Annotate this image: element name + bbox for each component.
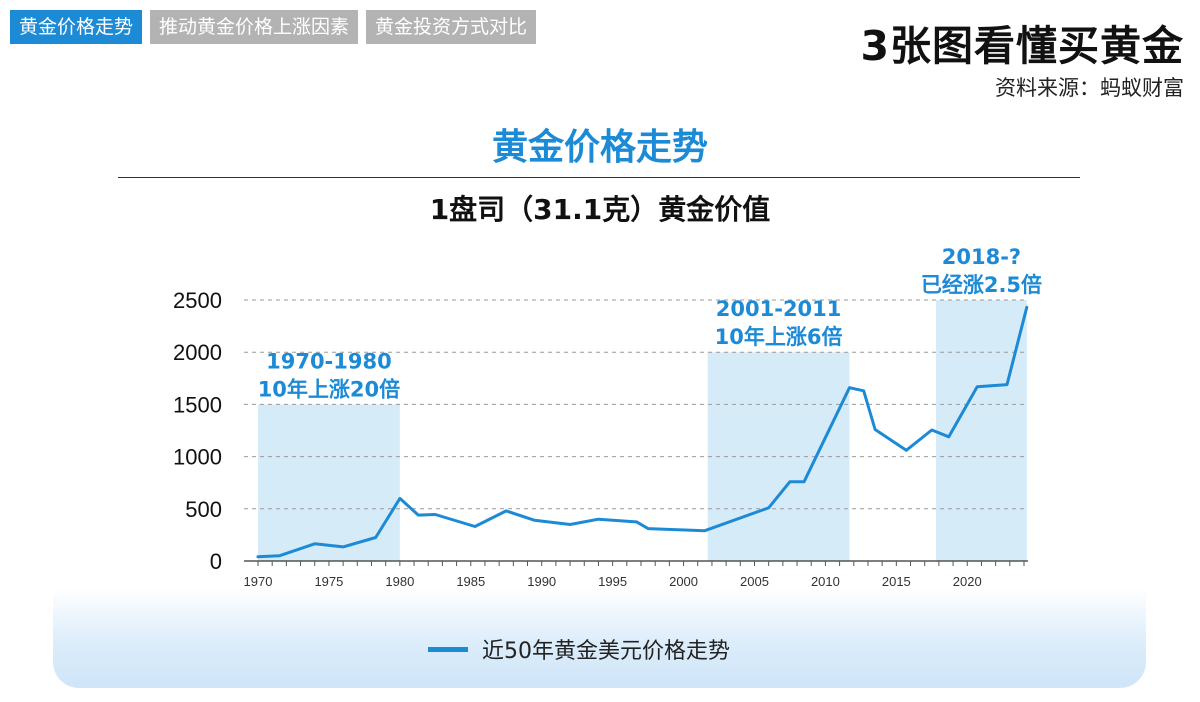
band-annotation-2: 2018-? xyxy=(942,245,1021,269)
y-tick-label: 1000 xyxy=(173,445,222,470)
x-tick-label: 1970 xyxy=(244,574,273,589)
y-tick-label: 2000 xyxy=(173,340,222,365)
title-divider xyxy=(118,177,1080,178)
source-note: 资料来源：蚂蚁财富 xyxy=(995,76,1184,100)
tab-bar: 黄金价格走势 推动黄金价格上涨因素 黄金投资方式对比 xyxy=(10,10,537,44)
x-tick-label: 1985 xyxy=(456,574,485,589)
band-annotation-2: 已经涨2.5倍 xyxy=(921,273,1042,297)
band-annotation-0: 1970-1980 xyxy=(266,349,392,373)
legend: 近50年黄金美元价格走势 xyxy=(428,633,730,665)
section-title: 黄金价格走势 xyxy=(491,127,708,168)
highlight-band-2 xyxy=(936,300,1027,561)
y-tick-label: 2500 xyxy=(173,288,222,313)
x-tick-label: 2005 xyxy=(740,574,769,589)
highlight-band-1 xyxy=(707,352,850,561)
legend-label: 近50年黄金美元价格走势 xyxy=(482,639,730,664)
x-tick-label: 1980 xyxy=(385,574,414,589)
x-tick-label: 1990 xyxy=(527,574,556,589)
y-tick-label: 500 xyxy=(185,497,222,522)
x-tick-label: 1975 xyxy=(314,574,343,589)
tab-investment-comparison[interactable]: 黄金投资方式对比 xyxy=(366,10,537,44)
x-tick-label: 1995 xyxy=(598,574,627,589)
legend-swatch xyxy=(428,646,468,652)
band-annotation-1: 10年上涨6倍 xyxy=(715,325,843,349)
y-tick-label: 1500 xyxy=(173,392,222,417)
x-tick-label: 2020 xyxy=(953,574,982,589)
x-tick-label: 2000 xyxy=(669,574,698,589)
tab-gold-rise-factors[interactable]: 推动黄金价格上涨因素 xyxy=(150,10,359,44)
page-title: 3张图看懂买黄金 xyxy=(860,22,1184,70)
x-tick-label: 2015 xyxy=(882,574,911,589)
chart-title: 1盘司（31.1克）黄金价值 xyxy=(429,193,771,226)
x-tick-label: 2010 xyxy=(811,574,840,589)
band-annotation-0: 10年上涨20倍 xyxy=(258,377,400,401)
series-line-0 xyxy=(256,305,1029,559)
legend-panel xyxy=(53,588,1146,688)
tab-gold-price-trend[interactable]: 黄金价格走势 xyxy=(10,10,143,44)
band-annotation-1: 2001-2011 xyxy=(716,297,842,321)
y-tick-label: 0 xyxy=(210,549,222,574)
highlight-band-0 xyxy=(258,404,400,561)
